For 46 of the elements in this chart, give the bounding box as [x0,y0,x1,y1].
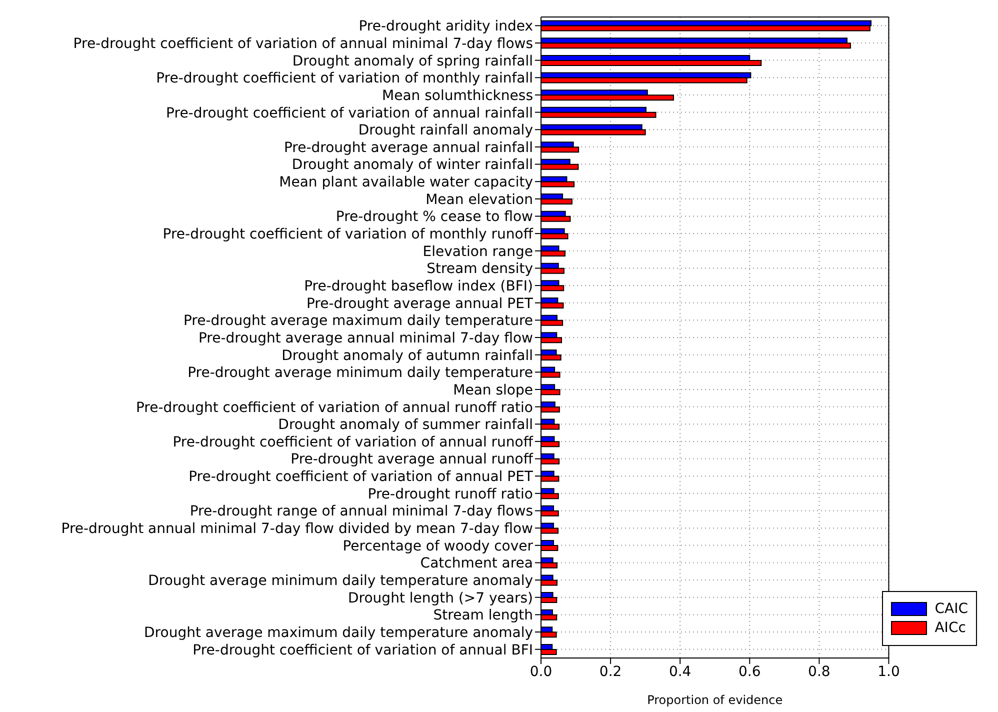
x-axis-title: Proportion of evidence [647,693,783,707]
x-tick-label: 0.0 [530,664,552,680]
y-tick-label: Pre-drought range of annual minimal 7-day flows [190,504,533,520]
legend-label: AICc [934,620,966,636]
y-tick-label: Pre-drought average minimum daily temperature [188,365,533,382]
y-tick-label: Mean plant available water capacity [279,174,533,191]
y-tick-label: Elevation range [422,244,533,260]
y-tick-label: Drought anomaly of summer rainfall [278,417,533,434]
y-tick-label: Pre-drought aridity index [358,18,533,35]
x-tick-label: 1.0 [878,664,900,680]
y-tick-label: Pre-drought average maximum daily temperature [183,313,533,330]
y-tick-label: Pre-drought annual minimal 7-day flow divided by mean 7-day flow [61,521,533,538]
y-tick-label: Mean slope [453,382,533,398]
y-tick-label: Pre-drought baseflow index (BFI) [304,278,533,294]
x-tick-label: 0.8 [808,664,830,680]
y-tick-label: Drought average minimum daily temperature anomaly [148,573,533,590]
x-tick-label: 0.4 [668,664,692,680]
y-tick-label: Pre-drought average annual runoff [290,452,534,468]
y-tick-label: Drought length (>7 years) [348,590,533,606]
y-tick-label: Pre-drought coefficient of variation of annual runoff ratio [136,400,533,416]
y-tick-label: Pre-drought average annual minimal 7-day flow [198,330,533,346]
y-tick-label: Pre-drought coefficient of variation of monthly runoff [162,226,534,243]
y-tick-label: Percentage of woody cover [342,538,534,554]
y-tick-label: Drought rainfall anomaly [358,122,533,139]
x-tick-label: 0.6 [738,664,761,680]
x-tick-label: 0.2 [599,664,622,680]
y-tick-label: Pre-drought coefficient of variation of annual rainfall [166,105,533,122]
y-tick-label: Mean elevation [426,192,533,208]
y-tick-label: Drought anomaly of winter rainfall [292,157,533,174]
y-tick-label: Drought anomaly of spring rainfall [292,53,533,70]
y-tick-label: Pre-drought % cease to flow [336,209,533,226]
y-tick-label: Stream length [433,608,533,624]
y-tick-label: Pre-drought runoff ratio [368,486,533,502]
y-tick-label: Pre-drought coefficient of variation of annual PET [188,469,534,486]
y-tick-label: Mean solumthickness [382,88,533,104]
y-tick-label: Drought anomaly of autumn rainfall [282,348,533,364]
y-tick-label: Stream density [426,261,533,278]
y-tick-label: Catchment area [420,556,533,572]
y-tick-label: Pre-drought coefficient of variation of annual BFI [192,642,533,658]
y-tick-label: Pre-drought coefficient of variation of monthly rainfall [156,70,533,87]
y-tick-label: Pre-drought coefficient of variation of annual runoff [172,434,534,450]
y-tick-label: Pre-drought coefficient of variation of annual minimal 7-day flows [73,36,533,52]
y-tick-label: Pre-drought average annual PET [306,296,534,312]
y-tick-label: Pre-drought average annual rainfall [284,140,533,156]
y-tick-label: Drought average maximum daily temperature anomaly [144,624,533,641]
legend-label: CAIC [934,601,968,617]
